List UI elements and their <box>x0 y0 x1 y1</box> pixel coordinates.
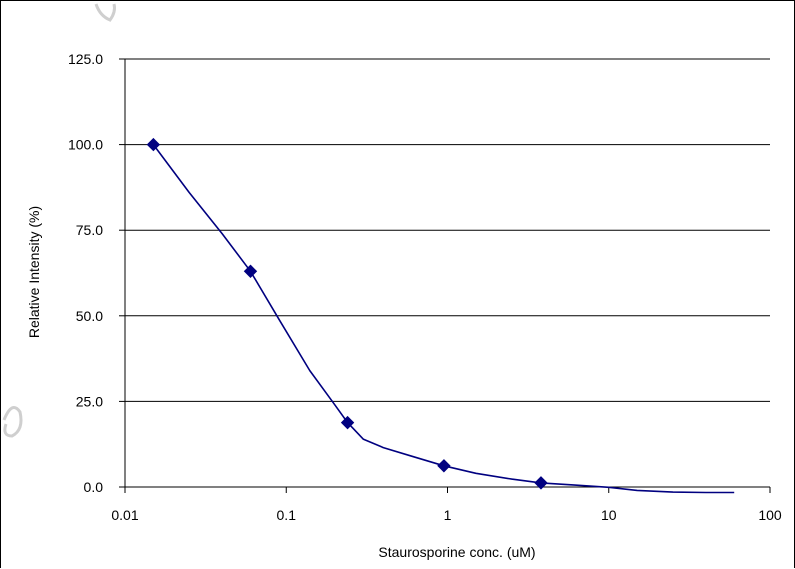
x-tick-labels: 0.01 0.1 1 10 100 <box>111 507 782 523</box>
y-tick-label: 100.0 <box>68 137 103 153</box>
x-tick-label: 10 <box>601 507 617 523</box>
x-tick-label: 0.1 <box>277 507 297 523</box>
data-points <box>146 137 548 490</box>
axes <box>119 58 771 493</box>
y-tick-label: 0.0 <box>84 479 104 495</box>
gridlines <box>125 58 770 402</box>
data-point-marker <box>437 459 451 473</box>
fit-curve-line <box>152 144 735 494</box>
x-tick-label: 100 <box>758 507 782 523</box>
fit-curve <box>152 144 735 494</box>
x-axis-title: Staurosporine conc. (uM) <box>378 544 535 560</box>
data-point-marker <box>243 264 258 278</box>
data-point-marker <box>534 476 548 490</box>
y-tick-label: 25.0 <box>76 393 103 409</box>
y-tick-label: 125.0 <box>68 51 103 67</box>
data-point-marker <box>146 137 161 152</box>
y-tick-label: 75.0 <box>76 222 103 238</box>
y-tick-labels: 0.0 25.0 50.0 75.0 100.0 125.0 <box>68 51 103 495</box>
y-tick-label: 50.0 <box>76 308 103 324</box>
x-tick-label: 1 <box>444 507 452 523</box>
x-tick-label: 0.01 <box>111 507 138 523</box>
y-axis-title: Relative Intensity (%) <box>26 206 42 338</box>
data-point-marker <box>340 415 355 430</box>
